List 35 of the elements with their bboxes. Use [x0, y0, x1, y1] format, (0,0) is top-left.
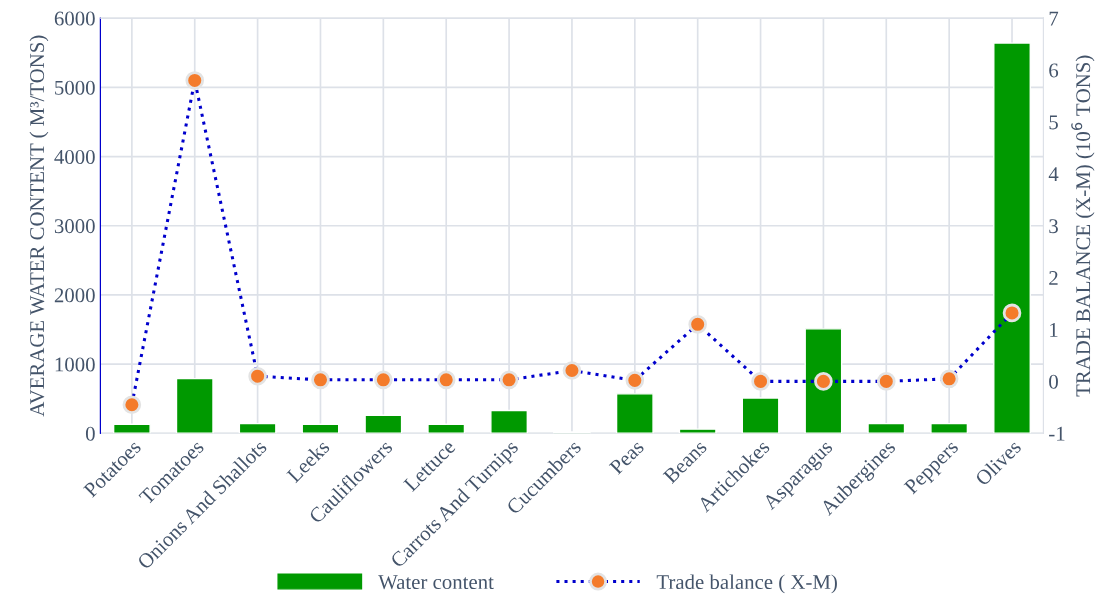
bar [867, 422, 906, 434]
y2-tick-label: -1 [1049, 426, 1065, 441]
bar [301, 423, 340, 434]
legend-label: Water content [378, 575, 494, 590]
y2-tick-label: 5 [1049, 115, 1058, 130]
y-tick-label: 0 [85, 426, 95, 441]
bar [490, 409, 529, 434]
y2-axis-title: TRADE BALANCE (X-M) (10$^{6}$ TONS) [1071, 55, 1095, 397]
y-tick-label: 3000 [54, 219, 95, 234]
bar [238, 422, 277, 434]
y-tick-label: 5000 [55, 80, 95, 95]
bar [741, 397, 780, 434]
y-tick-label: 2000 [54, 288, 95, 303]
y2-tick-label: 7 [1049, 11, 1059, 26]
bar [930, 422, 969, 434]
y-tick-label: 4000 [54, 149, 95, 164]
bar [615, 393, 654, 434]
y2-tick-label: 3 [1049, 219, 1058, 234]
bar [993, 42, 1031, 434]
y2-tick-label: 4 [1048, 167, 1059, 182]
y2-tick-label: 2 [1049, 271, 1058, 285]
y-tick-label: 6000 [54, 11, 95, 26]
y2-tick-label: 0 [1049, 374, 1058, 389]
y2-tick-label: 6 [1049, 63, 1059, 78]
y-axis-title: AVERAGE WATER CONTENT ( M³/TONS) [29, 35, 49, 417]
bar [364, 414, 403, 434]
y2-tick-label: 1 [1050, 322, 1058, 337]
bar [175, 377, 214, 434]
x-tick-label: Peas [608, 439, 645, 476]
bar [112, 423, 151, 434]
y-tick-label: 1000 [55, 357, 95, 372]
legend-label: Trade balance ( X-M) [656, 574, 837, 594]
bar [427, 423, 466, 434]
bar [678, 428, 717, 434]
bar [804, 328, 843, 434]
